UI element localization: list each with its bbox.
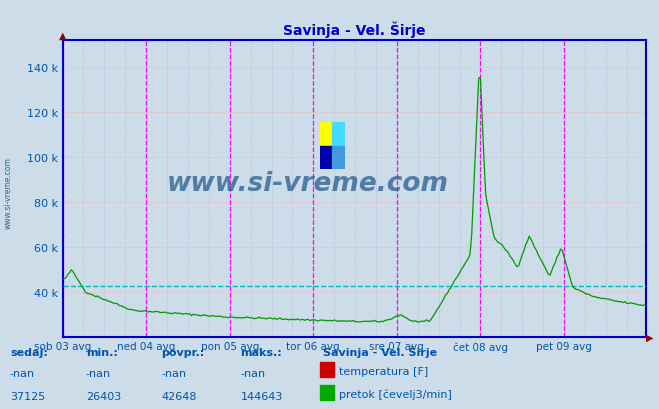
- Text: temperatura [F]: temperatura [F]: [339, 366, 428, 376]
- Text: 37125: 37125: [10, 391, 45, 401]
- Text: ▲: ▲: [59, 31, 67, 41]
- Text: -nan: -nan: [161, 368, 186, 378]
- Text: -nan: -nan: [241, 368, 266, 378]
- Text: 144643: 144643: [241, 391, 283, 401]
- Bar: [332, 123, 345, 146]
- Bar: [320, 362, 334, 377]
- Bar: [320, 146, 332, 170]
- Text: Savinja - Vel. Širje: Savinja - Vel. Širje: [323, 345, 437, 357]
- Text: -nan: -nan: [86, 368, 111, 378]
- Text: 42648: 42648: [161, 391, 197, 401]
- Text: 26403: 26403: [86, 391, 121, 401]
- Bar: [320, 123, 332, 146]
- Text: ▶: ▶: [646, 333, 653, 342]
- Text: www.si-vreme.com: www.si-vreme.com: [3, 156, 13, 228]
- Title: Savinja - Vel. Širje: Savinja - Vel. Širje: [283, 22, 426, 38]
- Text: maks.:: maks.:: [241, 347, 282, 357]
- Bar: [332, 146, 345, 170]
- Text: -nan: -nan: [10, 368, 35, 378]
- Bar: [320, 385, 334, 400]
- Text: min.:: min.:: [86, 347, 117, 357]
- Text: sedaj:: sedaj:: [10, 347, 47, 357]
- Text: pretok [čevelj3/min]: pretok [čevelj3/min]: [339, 389, 452, 399]
- Text: povpr.:: povpr.:: [161, 347, 205, 357]
- Text: www.si-vreme.com: www.si-vreme.com: [167, 170, 449, 196]
